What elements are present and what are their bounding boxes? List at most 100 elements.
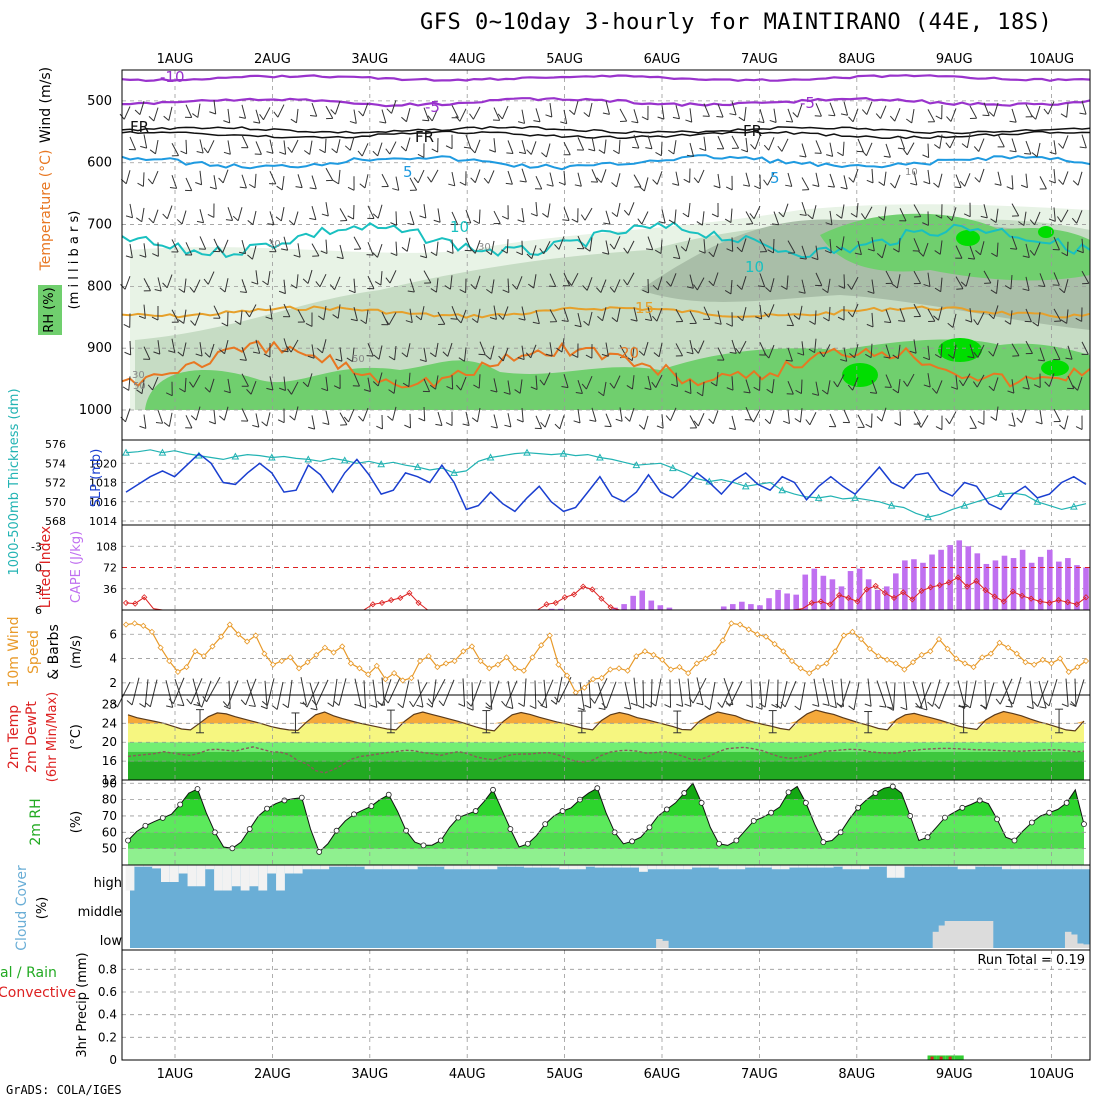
wind-barb	[665, 407, 677, 421]
rh-marker	[698, 799, 705, 806]
wind-barb	[376, 414, 383, 430]
wind-barb	[892, 378, 901, 394]
wind-barb	[1059, 279, 1069, 294]
high-cloud-gap	[816, 865, 825, 868]
barb-flag	[517, 357, 525, 361]
wind-barb	[401, 343, 411, 358]
barb-shaft	[391, 100, 397, 114]
wind-barb	[736, 276, 747, 290]
barb-flag	[262, 280, 269, 286]
temp-tick-label: 16	[102, 754, 117, 768]
barb-shaft	[149, 679, 158, 707]
barb-shaft	[992, 342, 999, 357]
barb-flag	[946, 215, 953, 222]
wind-barb	[947, 344, 957, 359]
barb-shaft	[966, 133, 971, 148]
lifted-index-marker	[141, 594, 148, 601]
wind-barb	[609, 375, 621, 389]
wind-barb	[372, 204, 383, 219]
barb-flag	[735, 347, 741, 354]
wind-barb	[137, 172, 145, 187]
barb-flag	[148, 116, 155, 122]
wind-barb	[478, 341, 486, 356]
barb-shaft	[687, 678, 692, 707]
wind-barb	[754, 174, 761, 190]
wind-barb	[799, 201, 807, 216]
wind-barb	[596, 279, 607, 293]
barb-flag	[209, 186, 217, 190]
barb-shaft	[459, 108, 467, 122]
barb-flag	[1033, 384, 1041, 389]
barb-shaft	[822, 678, 830, 706]
wind-barb	[1081, 270, 1090, 285]
barb-flag	[757, 120, 765, 124]
isotherm-20	[121, 340, 1091, 389]
wind-barb	[857, 414, 865, 428]
barb-shaft	[297, 174, 303, 188]
barb-flag	[577, 248, 584, 250]
barb-flag	[746, 223, 753, 225]
wind-barb	[202, 676, 221, 703]
barb-flag	[326, 117, 333, 120]
wind-speed-marker	[347, 660, 354, 667]
barb-flag	[506, 706, 513, 709]
barb-shaft	[463, 347, 467, 362]
barb-shaft	[209, 343, 215, 358]
wind-barb	[714, 310, 722, 325]
wind-barb	[490, 378, 498, 393]
wind-barb	[253, 109, 261, 124]
barb-flag	[854, 252, 862, 256]
barb-flag	[435, 423, 443, 426]
barb-shaft	[1035, 105, 1041, 120]
barb-shaft	[787, 381, 794, 395]
barb-flag	[708, 418, 714, 425]
barb-flag	[143, 290, 151, 292]
barb-shaft	[1075, 679, 1085, 707]
wind-barb	[878, 171, 887, 187]
barb-flag	[994, 183, 1002, 186]
wind-barb	[980, 679, 987, 709]
wind-speed-marker	[486, 665, 493, 672]
wind-barb	[409, 177, 418, 191]
barb-flag	[755, 316, 762, 320]
barb-shaft	[367, 342, 374, 357]
wind-barb	[947, 313, 957, 328]
barb-shaft	[616, 202, 621, 217]
high-cloud-gap	[249, 865, 259, 887]
barb-flag	[693, 177, 699, 184]
wind-barb	[755, 305, 763, 320]
barb-shaft	[349, 136, 355, 151]
wind-barb	[321, 376, 329, 392]
barb-flag	[219, 348, 225, 355]
wind-barb	[462, 411, 470, 427]
wind-barb	[765, 278, 775, 293]
barb-flag	[430, 288, 437, 293]
barb-flag	[190, 415, 197, 421]
barb-shaft	[787, 108, 794, 123]
wind-barb	[562, 272, 571, 287]
barb-shaft	[549, 273, 557, 287]
barb-shaft	[932, 679, 941, 707]
barb-flag	[736, 284, 743, 290]
barb-shaft	[827, 380, 831, 395]
barb-shaft	[501, 105, 509, 120]
barb-flag	[401, 352, 408, 358]
barb-shaft	[519, 379, 523, 394]
legend-total-label: al / Rain	[0, 965, 57, 981]
barb-flag	[1079, 112, 1087, 115]
wind-barb	[934, 682, 950, 709]
wind-barb	[1007, 379, 1015, 394]
wind-barb	[584, 679, 592, 709]
barb-flag	[848, 705, 855, 711]
wind-barb	[320, 239, 328, 255]
wind-barb	[860, 206, 873, 220]
wind-barb	[658, 209, 666, 224]
barb-flag	[367, 288, 374, 290]
barb-flag	[794, 418, 801, 423]
barb-flag	[486, 288, 493, 294]
barb-flag	[597, 391, 604, 397]
barb-flag	[799, 213, 807, 216]
low-cloud-gap	[1076, 943, 1084, 948]
wind-barb	[1010, 235, 1018, 250]
barb-flag	[407, 290, 415, 293]
